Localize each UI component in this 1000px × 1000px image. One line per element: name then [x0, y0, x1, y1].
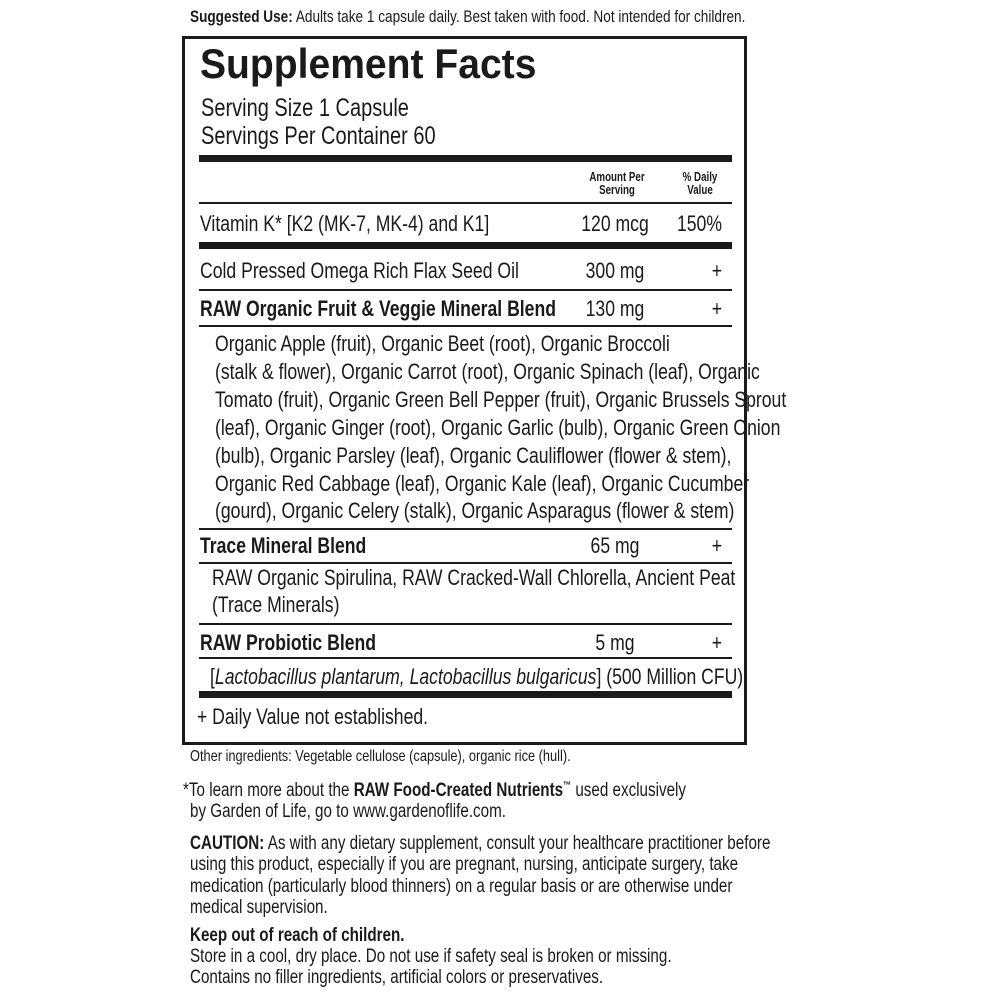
nutrient-name: Vitamin K* [K2 (MK-7, MK-4) and K1]: [200, 211, 490, 236]
nutrient-amount: 130 mg: [585, 296, 645, 321]
divider: [199, 528, 732, 530]
panel-title: Supplement Facts: [200, 40, 537, 87]
dv-header: % Daily Value: [682, 169, 718, 197]
suggested-use-label: Suggested Use:: [190, 7, 293, 26]
storage-line: Contains no filler ingredients, artifici…: [190, 967, 604, 988]
blend-detail: Organic Red Cabbage (leaf), Organic Kale…: [215, 471, 750, 496]
other-ingredients: Other ingredients: Vegetable cellulose (…: [190, 748, 571, 765]
divider: [199, 202, 732, 204]
suggested-use-text: Adults take 1 capsule daily. Best taken …: [295, 7, 746, 26]
storage-heading: Keep out of reach of children.: [190, 925, 405, 946]
blend-detail: (leaf), Organic Ginger (root), Organic G…: [215, 415, 781, 440]
nutrient-amount: 5 mg: [595, 630, 635, 655]
divider-thick: [199, 691, 732, 698]
nutrient-dv: +: [711, 258, 722, 283]
nutrient-dv: +: [711, 296, 722, 321]
caution-line: medical supervision.: [190, 897, 328, 918]
nutrient-dv: 150%: [676, 211, 722, 236]
nutrient-dv: +: [711, 533, 722, 558]
blend-detail: (Trace Minerals): [212, 592, 340, 617]
amount-header: Amount Per Serving: [589, 169, 645, 197]
blend-detail: RAW Organic Spirulina, RAW Cracked-Wall …: [212, 565, 736, 590]
nutrient-amount: 300 mg: [585, 258, 645, 283]
blend-detail: (gourd), Organic Celery (stalk), Organic…: [215, 498, 735, 523]
suggested-use: Suggested Use: Adults take 1 capsule dai…: [190, 8, 745, 25]
nutrient-amount: 120 mcg: [581, 211, 649, 236]
divider-thick: [199, 242, 732, 249]
caution-line: medication (particularly blood thinners)…: [190, 876, 733, 897]
supplement-facts-panel: [182, 36, 747, 745]
probiotic-detail: [Lactobacillus plantarum, Lactobacillus …: [210, 664, 744, 689]
dv-note: + Daily Value not established.: [197, 704, 429, 729]
nutrient-name: Trace Mineral Blend: [200, 533, 367, 558]
blend-detail: (bulb), Organic Parsley (leaf), Organic …: [215, 443, 732, 468]
blend-detail: Organic Apple (fruit), Organic Beet (roo…: [215, 331, 670, 356]
divider: [199, 325, 732, 327]
divider: [199, 562, 732, 564]
caution: CAUTION: As with any dietary supplement,…: [190, 833, 771, 854]
nutrient-amount: 65 mg: [590, 533, 640, 558]
servings-per-container: Servings Per Container 60: [201, 122, 436, 150]
divider: [199, 623, 732, 625]
divider: [199, 657, 732, 659]
nutrient-name: Cold Pressed Omega Rich Flax Seed Oil: [200, 258, 519, 283]
blend-detail: (stalk & flower), Organic Carrot (root),…: [215, 359, 760, 384]
storage-line: Store in a cool, dry place. Do not use i…: [190, 946, 672, 967]
divider-thick: [199, 155, 732, 162]
nutrient-dv: +: [711, 630, 722, 655]
serving-size: Serving Size 1 Capsule: [201, 94, 409, 122]
divider: [199, 289, 732, 291]
footnote: *To learn more about the RAW Food-Create…: [183, 780, 687, 801]
nutrient-name: RAW Probiotic Blend: [200, 630, 376, 655]
nutrient-name: RAW Organic Fruit & Veggie Mineral Blend: [200, 296, 556, 321]
blend-detail: Tomato (fruit), Organic Green Bell Peppe…: [215, 387, 787, 412]
caution-line: using this product, especially if you ar…: [190, 854, 739, 875]
footnote-line2: by Garden of Life, go to www.gardenoflif…: [190, 801, 506, 822]
